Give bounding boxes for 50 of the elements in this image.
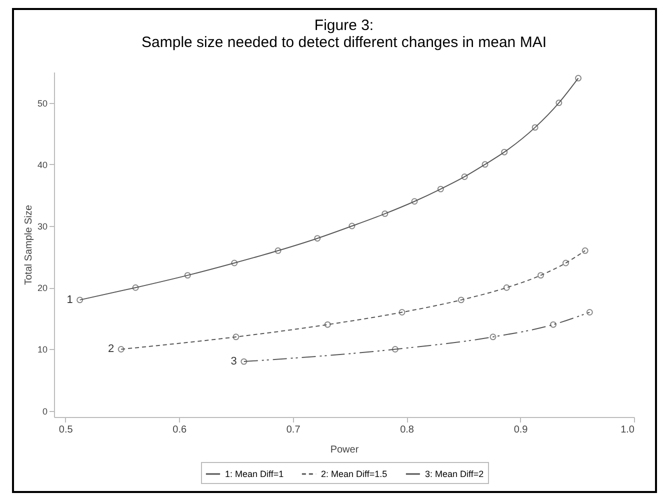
point bbox=[240, 358, 248, 365]
point bbox=[411, 198, 418, 205]
point bbox=[586, 309, 593, 316]
point bbox=[562, 260, 570, 266]
y-tick-label: 10 bbox=[37, 344, 48, 355]
y-tick-label: 0 bbox=[42, 406, 48, 416]
y-tick-label: 40 bbox=[37, 160, 48, 170]
point bbox=[324, 321, 331, 328]
y-axis-title: Total Sample Size bbox=[23, 204, 34, 286]
y-tick-label: 50 bbox=[37, 98, 48, 108]
x-tick-label: 0.9 bbox=[514, 424, 528, 436]
point bbox=[184, 272, 191, 279]
legend-label: 2: Mean Diff=1.5 bbox=[321, 469, 388, 479]
x-axis-title: Power bbox=[330, 444, 360, 456]
annotation: 2 bbox=[108, 343, 114, 356]
point bbox=[550, 321, 556, 328]
point bbox=[532, 124, 538, 131]
point bbox=[458, 296, 464, 304]
chart-title: Figure 3: bbox=[314, 17, 374, 34]
point bbox=[461, 174, 468, 180]
point bbox=[392, 346, 398, 352]
annotation: 3 bbox=[230, 356, 237, 368]
point bbox=[501, 148, 508, 156]
point bbox=[490, 334, 496, 340]
x-tick-label: 0.6 bbox=[172, 424, 187, 436]
point bbox=[582, 247, 588, 254]
point bbox=[132, 284, 139, 291]
x-tick-label: 1.0 bbox=[620, 424, 635, 436]
point bbox=[274, 247, 282, 254]
legend-label: 3: Mean Diff=2 bbox=[425, 469, 484, 479]
y-tick-label: 20 bbox=[37, 283, 48, 294]
point bbox=[348, 222, 356, 230]
point bbox=[503, 284, 510, 291]
point bbox=[232, 334, 240, 340]
point bbox=[398, 309, 406, 316]
point bbox=[231, 260, 238, 266]
point bbox=[556, 100, 562, 106]
point bbox=[482, 161, 488, 168]
chart-subtitle: Sample size needed to detect different changes in mean MAI bbox=[142, 34, 546, 51]
x-tick-label: 0.8 bbox=[400, 424, 414, 436]
x-tick-label: 0.7 bbox=[286, 424, 301, 436]
point bbox=[382, 210, 388, 217]
point bbox=[538, 272, 544, 279]
point bbox=[437, 186, 444, 192]
legend-label: 1: Mean Diff=1 bbox=[225, 469, 284, 479]
point bbox=[118, 346, 124, 352]
y-tick-label: 30 bbox=[37, 222, 48, 232]
annotation: 1 bbox=[66, 294, 73, 306]
point bbox=[314, 235, 321, 242]
x-tick-label: 0.5 bbox=[58, 424, 74, 436]
